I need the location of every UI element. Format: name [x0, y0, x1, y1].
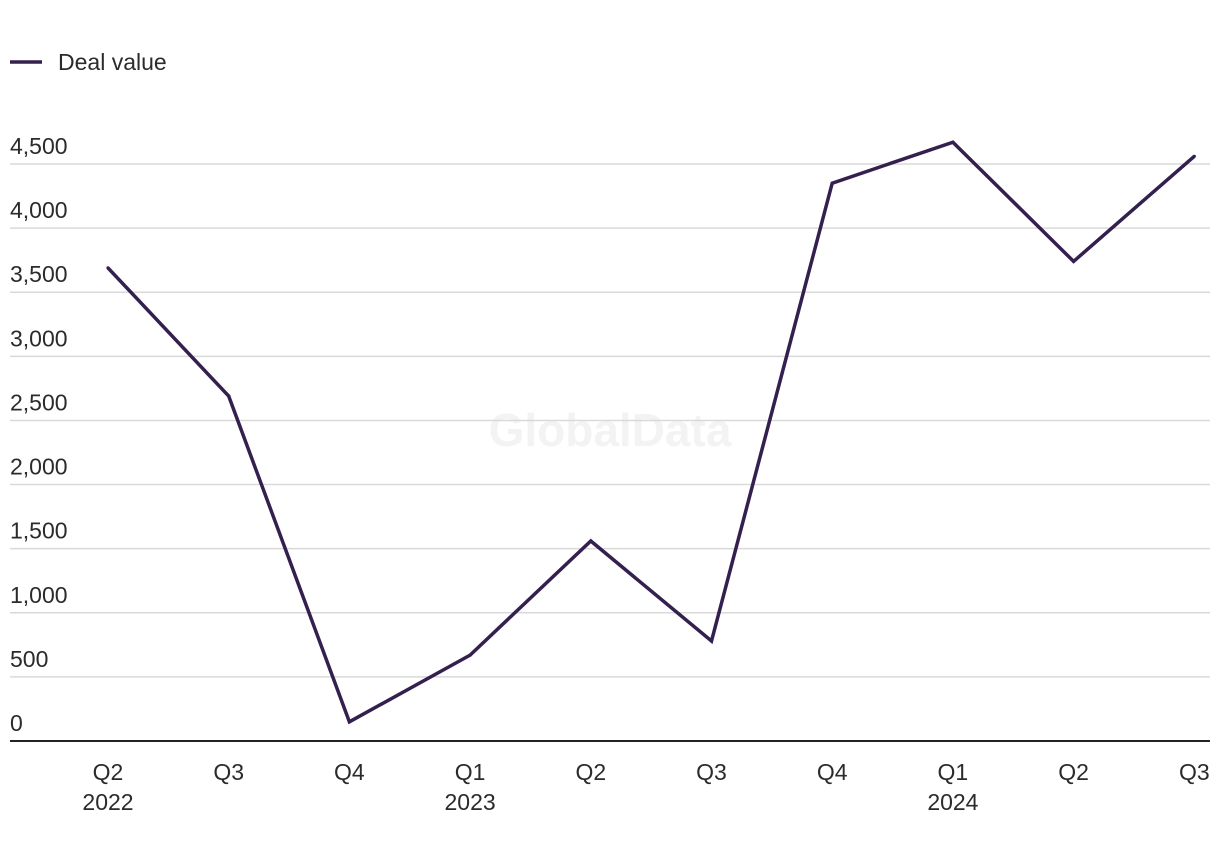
y-tick-label: 2,500 — [10, 389, 68, 415]
y-tick-label: 2,000 — [10, 454, 68, 480]
x-tick-label-year: 2022 — [82, 789, 133, 815]
series-line-deal-value — [106, 140, 1196, 725]
data-point — [830, 181, 834, 185]
watermark: GlobalData — [489, 404, 732, 456]
data-point — [709, 639, 714, 643]
legend-label-deal-value: Deal value — [58, 49, 167, 75]
x-tick-label-year: 2023 — [445, 789, 496, 815]
data-point — [951, 140, 955, 144]
y-tick-label: 3,500 — [10, 261, 68, 287]
x-tick-label-year: 2024 — [927, 789, 978, 815]
data-point — [106, 266, 110, 270]
y-tick-label: 3,000 — [10, 325, 68, 351]
x-tick-label-quarter: Q2 — [575, 759, 606, 785]
data-point — [589, 539, 593, 543]
x-tick-label-quarter: Q2 — [1058, 759, 1089, 785]
y-tick-label: 4,000 — [10, 197, 68, 223]
series-group — [106, 140, 1196, 725]
x-tick-label-quarter: Q2 — [93, 759, 124, 785]
legend: Deal value — [10, 49, 167, 75]
data-point — [227, 394, 231, 398]
y-tick-label: 0 — [10, 710, 23, 736]
x-tick-label-quarter: Q1 — [455, 759, 486, 785]
y-tick-label: 4,500 — [10, 133, 68, 159]
x-tick-label-quarter: Q1 — [938, 759, 969, 785]
gridlines — [10, 163, 1210, 678]
y-tick-label: 1,000 — [10, 582, 68, 608]
x-tick-label-quarter: Q3 — [1179, 759, 1210, 785]
data-point — [347, 720, 351, 724]
y-tick-label: 500 — [10, 646, 48, 672]
x-tick-label-quarter: Q3 — [213, 759, 244, 785]
data-point — [1192, 154, 1196, 158]
x-tick-label-quarter: Q4 — [817, 759, 848, 785]
x-tick-label-quarter: Q3 — [696, 759, 727, 785]
y-tick-label: 1,500 — [10, 518, 68, 544]
x-tick-label-quarter: Q4 — [334, 759, 365, 785]
data-point — [468, 653, 472, 657]
y-axis-ticks: 0 500 1,000 1,500 2,000 2,500 3,000 3,500 4,000 4… — [10, 133, 68, 736]
x-axis-ticks: Q2 2022 Q3 Q4 Q1 2023 Q2 Q3 Q4 Q1 2024 Q2 Q3 — [82, 759, 1209, 815]
data-point — [1072, 259, 1076, 264]
